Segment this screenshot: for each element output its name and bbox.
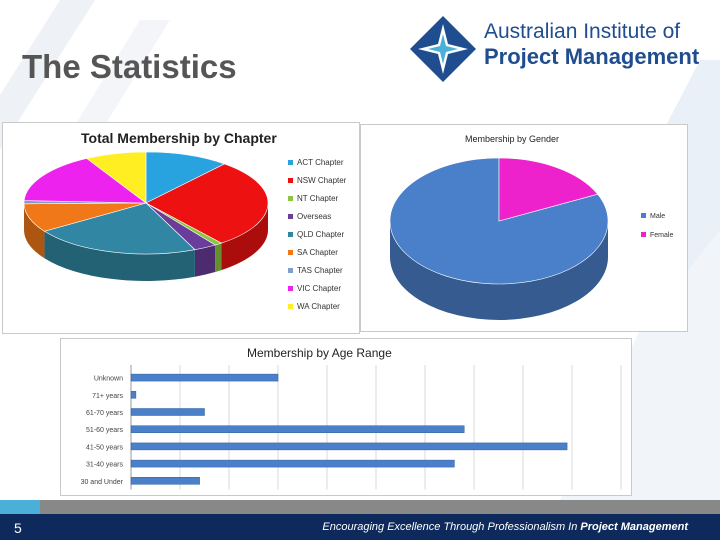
pie-0-side-3 [194, 245, 216, 277]
pie-0-legend-swatch [288, 196, 293, 201]
pie-0-legend-label: Overseas [297, 212, 331, 221]
pie-1-legend-label: Female [650, 232, 673, 239]
logo-line1: Australian Institute of [484, 20, 681, 43]
footer: 5 Encouraging Excellence Through Profess… [0, 514, 720, 540]
pie-1-slice-female [498, 157, 599, 222]
footer-accent [0, 500, 40, 514]
logo-line2: Project Management [484, 44, 700, 69]
chapter-pie-svg: Total Membership by Chapter ACT Chapter N… [23, 130, 347, 311]
pie-0-legend-swatch [288, 214, 293, 219]
pie-0-slice-nsw-chapter [145, 163, 269, 244]
pie-1-side-0 [390, 221, 608, 320]
chart-title: Total Membership by Chapter [81, 130, 277, 146]
pie-1-legend-swatch [641, 232, 646, 237]
bar-unknown [130, 373, 279, 382]
pie-0-legend-label: SA Chapter [297, 248, 338, 257]
bar-31-40-years [130, 459, 455, 468]
chart-membership-by-gender: Membership by Gender Male Female [360, 124, 688, 332]
aipm-diamond-star-icon [410, 16, 476, 82]
pie-0-legend-swatch [288, 286, 293, 291]
pie-1-legend-swatch [641, 213, 646, 218]
pie-0-legend-label: TAS Chapter [297, 266, 343, 275]
pie-0-slice-act-chapter [145, 151, 226, 204]
bar-61-70-years [130, 408, 205, 416]
pie-1-legend-label: Male [650, 213, 665, 220]
bar-71-years [130, 391, 137, 399]
tagline-bold: Project Management [580, 521, 688, 533]
pie-0-legend-swatch [288, 232, 293, 237]
pie-0-legend-label: ACT Chapter [297, 158, 344, 167]
pie-0-legend-swatch [288, 268, 293, 273]
pie-0-legend-swatch [288, 250, 293, 255]
category-label: 41-50 years [86, 444, 123, 451]
pie-0-legend-label: WA Chapter [297, 302, 340, 311]
category-label: Unknown [94, 376, 123, 383]
tagline-prefix: Encouraging Excellence Through Professio… [322, 521, 581, 533]
page-number: 5 [14, 520, 22, 536]
chart-membership-by-chapter: Total Membership by Chapter ACT Chapter N… [2, 122, 360, 334]
tagline: Encouraging Excellence Through Professio… [322, 521, 688, 533]
footer-divider [0, 500, 720, 514]
gender-pie-svg: Membership by Gender Male Female [389, 134, 673, 320]
pie-0-slice-qld-chapter [43, 202, 196, 255]
pie-0-legend-label: NSW Chapter [297, 176, 347, 185]
category-label: 61-70 years [86, 410, 123, 417]
chart-membership-by-age: Membership by Age Range Unknown 71+ years… [60, 338, 632, 496]
category-label: 30 and Under [81, 479, 124, 486]
pie-0-side-4 [44, 231, 195, 281]
pie-0-slice-wa-chapter [85, 151, 147, 204]
chart-title: Membership by Gender [465, 134, 559, 144]
bar-51-60-years [130, 425, 465, 433]
pie-0-legend-label: NT Chapter [297, 194, 339, 203]
pie-0-side-5 [24, 203, 45, 259]
bar-41-50-years [130, 442, 568, 451]
bar-30-and-under [130, 477, 200, 485]
category-label: 51-60 years [86, 427, 123, 434]
age-bar-svg: Membership by Age Range Unknown 71+ years… [81, 346, 622, 490]
aipm-logo: Australian Institute of Project Manageme… [408, 14, 699, 84]
category-label: 31-40 years [86, 462, 123, 469]
category-label: 71+ years [92, 393, 123, 400]
pie-0-side-1 [221, 203, 268, 271]
pie-0-slice-vic-chapter [23, 158, 147, 204]
pie-0-legend-label: VIC Chapter [297, 284, 341, 293]
pie-0-legend-label: QLD Chapter [297, 230, 344, 239]
pie-0-legend-swatch [288, 304, 293, 309]
pie-0-side-2 [215, 243, 222, 273]
pie-0-legend-swatch [288, 160, 293, 165]
chart-title: Membership by Age Range [247, 346, 392, 360]
pie-0-legend-swatch [288, 178, 293, 183]
slide-title: The Statistics [22, 48, 237, 85]
